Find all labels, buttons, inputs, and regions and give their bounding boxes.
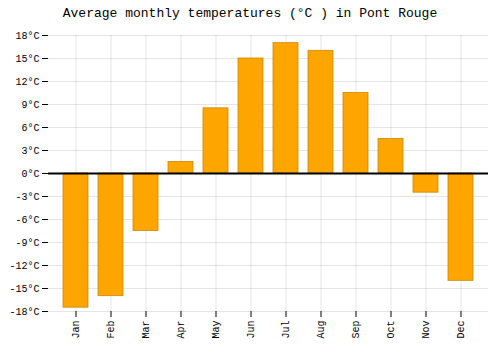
svg-text:0°C: 0°C bbox=[21, 169, 39, 180]
svg-text:Mar: Mar bbox=[141, 321, 152, 339]
svg-text:Jul: Jul bbox=[281, 321, 292, 339]
html-text:Average monthly temperatures (: Average monthly temperatures (°C ) in Po… bbox=[62, 6, 438, 21]
svg-text:18°C: 18°C bbox=[15, 31, 39, 42]
svg-text:Nov: Nov bbox=[421, 321, 432, 339]
svg-text:Jun: Jun bbox=[246, 321, 257, 339]
svg-text:Dec: Dec bbox=[456, 321, 467, 339]
svg-text:May: May bbox=[211, 321, 222, 339]
svg-text:Apr: Apr bbox=[176, 321, 187, 339]
svg-text:-9°C: -9°C bbox=[15, 238, 39, 249]
svg-text:Sep: Sep bbox=[351, 321, 362, 339]
svg-text:12°C: 12°C bbox=[15, 77, 39, 88]
svg-text:3°C: 3°C bbox=[21, 146, 39, 157]
svg-text:-6°C: -6°C bbox=[15, 215, 39, 226]
svg-text:Jan: Jan bbox=[71, 321, 82, 339]
svg-text:6°C: 6°C bbox=[21, 123, 39, 134]
svg-text:9°C: 9°C bbox=[21, 100, 39, 111]
svg-text:15°C: 15°C bbox=[15, 54, 39, 65]
svg-text:Aug: Aug bbox=[316, 321, 327, 339]
svg-text:-12°C: -12°C bbox=[9, 261, 39, 272]
svg-text:Oct: Oct bbox=[386, 321, 397, 339]
svg-text:-18°C: -18°C bbox=[9, 307, 39, 318]
svg-text:-3°C: -3°C bbox=[15, 192, 39, 203]
svg-text:Feb: Feb bbox=[106, 321, 117, 339]
svg-text:-15°C: -15°C bbox=[9, 284, 39, 295]
